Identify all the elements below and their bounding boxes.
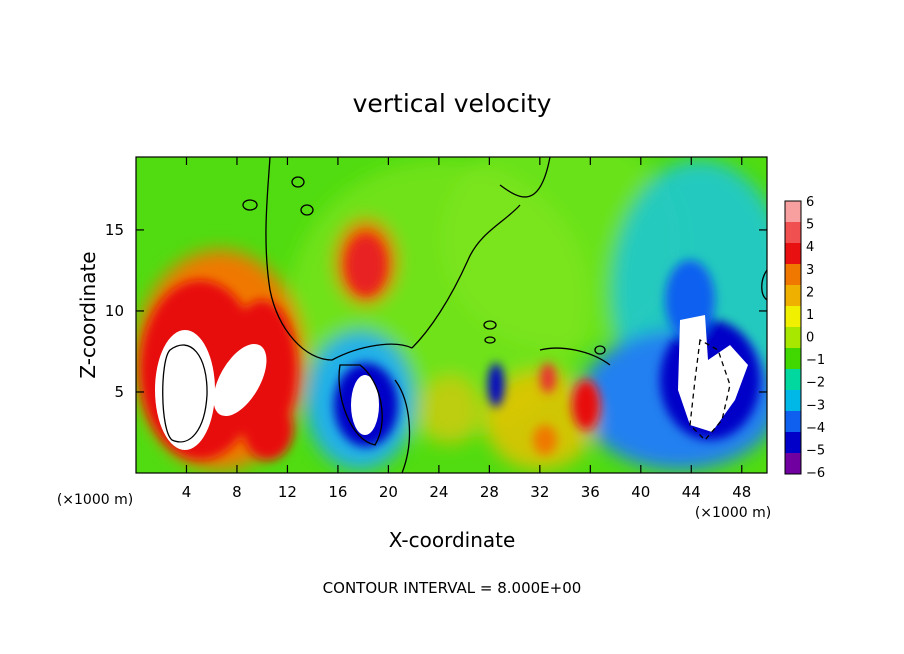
colorbar-label: −2 bbox=[806, 376, 825, 391]
colorbar-label: −4 bbox=[806, 421, 825, 436]
colorbar-swatch bbox=[785, 453, 801, 475]
colorbar-swatch bbox=[785, 243, 801, 265]
x-tick-label: 32 bbox=[530, 483, 549, 501]
x-axis-ticks: 4 8 12 16 20 24 28 32 36 40 44 48 bbox=[182, 157, 751, 501]
colorbar-swatch bbox=[785, 264, 801, 286]
heatmap-field bbox=[136, 157, 767, 473]
x-unit-right: (×1000 m) bbox=[695, 505, 771, 521]
x-tick-label: 48 bbox=[732, 483, 751, 501]
x-tick-label: 4 bbox=[182, 483, 192, 501]
y-axis-ticks: 5 10 15 bbox=[105, 221, 767, 401]
colorbar-label: 2 bbox=[806, 285, 814, 300]
colorbar-label: −5 bbox=[806, 443, 825, 458]
x-axis-label: X-coordinate bbox=[389, 528, 516, 552]
colorbar-label: 4 bbox=[806, 240, 814, 255]
x-unit-left: (×1000 m) bbox=[57, 492, 133, 508]
colorbar-frame bbox=[784, 200, 802, 475]
x-tick-label: 12 bbox=[278, 483, 297, 501]
colorbar: 6 5 4 3 2 1 0 −1 −2 −3 −4 −5 −6 bbox=[784, 195, 825, 481]
y-tick-label: 5 bbox=[114, 383, 124, 401]
x-tick-label: 36 bbox=[581, 483, 600, 501]
colorbar-swatch bbox=[785, 327, 801, 349]
colorbar-swatch bbox=[785, 390, 801, 412]
plot-frame bbox=[135, 156, 768, 474]
colorbar-label: 5 bbox=[806, 218, 814, 233]
colorbar-label: 0 bbox=[806, 331, 814, 346]
x-tick-label: 16 bbox=[328, 483, 347, 501]
x-tick-label: 44 bbox=[682, 483, 701, 501]
colorbar-swatch bbox=[785, 285, 801, 307]
colorbar-label: 6 bbox=[806, 195, 814, 210]
y-tick-label: 10 bbox=[105, 302, 124, 320]
colorbar-label: −1 bbox=[806, 353, 825, 368]
colorbar-label: −3 bbox=[806, 398, 825, 413]
contour-interval-note: CONTOUR INTERVAL = 8.000E+00 bbox=[323, 579, 582, 597]
y-axis-label: Z-coordinate bbox=[76, 251, 100, 378]
colorbar-swatch bbox=[785, 201, 801, 223]
x-tick-label: 28 bbox=[480, 483, 499, 501]
contour-lines bbox=[162, 157, 767, 473]
colorbar-label: 1 bbox=[806, 308, 814, 323]
colorbar-swatch bbox=[785, 411, 801, 433]
y-tick-label: 15 bbox=[105, 221, 124, 239]
x-tick-label: 40 bbox=[631, 483, 650, 501]
chart-title: vertical velocity bbox=[353, 89, 552, 118]
colorbar-swatch bbox=[785, 348, 801, 370]
x-tick-label: 8 bbox=[232, 483, 242, 501]
colorbar-label: 3 bbox=[806, 263, 814, 278]
colorbar-swatch bbox=[785, 222, 801, 244]
colorbar-swatch bbox=[785, 306, 801, 328]
x-tick-label: 24 bbox=[429, 483, 448, 501]
x-tick-label: 20 bbox=[379, 483, 398, 501]
colorbar-swatch bbox=[785, 432, 801, 454]
colorbar-swatch bbox=[785, 369, 801, 391]
colorbar-label: −6 bbox=[806, 466, 825, 481]
